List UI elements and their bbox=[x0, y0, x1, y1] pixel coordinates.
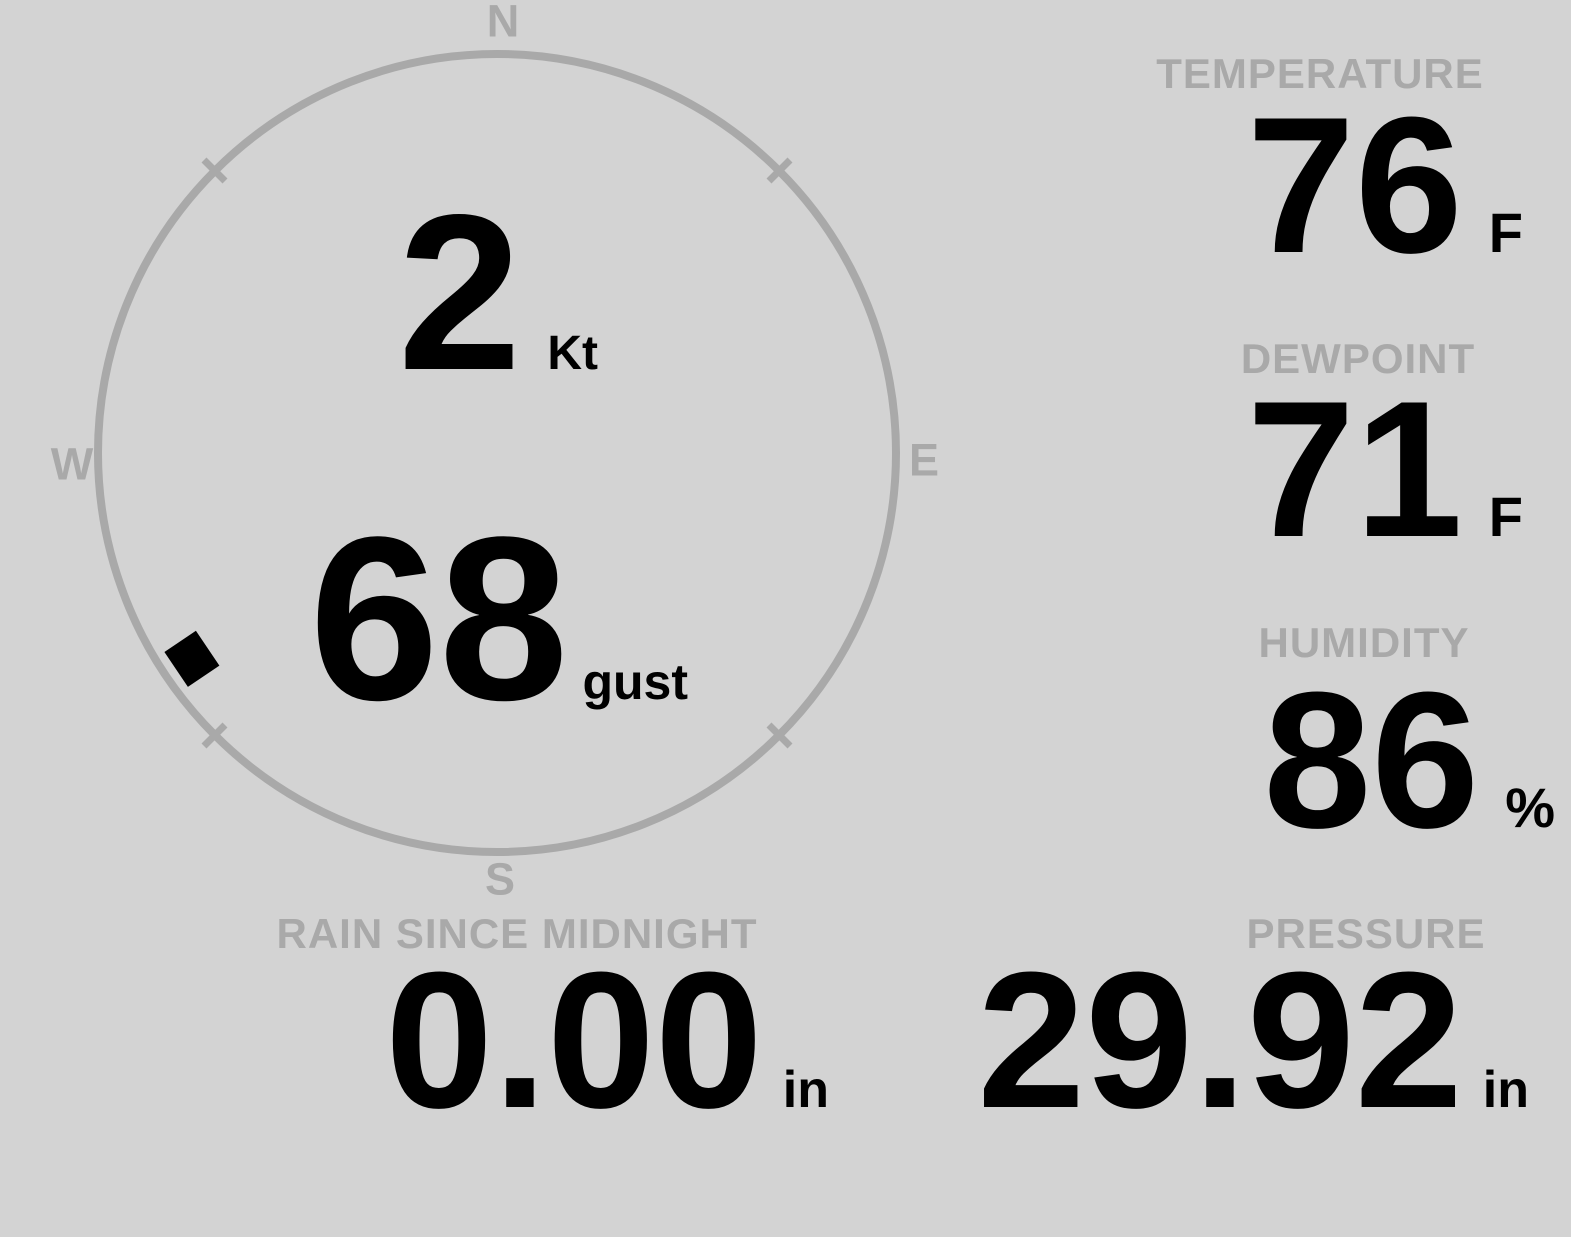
rain-value: 0.00 bbox=[385, 932, 763, 1149]
pressure-unit: in bbox=[1482, 1061, 1529, 1119]
rain-label: RAIN SINCE MIDNIGHT bbox=[276, 910, 758, 957]
wind-gust-row: 68 gust bbox=[309, 503, 688, 736]
dewpoint-label: DEWPOINT bbox=[1240, 335, 1476, 382]
temperature-value-row: 76 F bbox=[1247, 89, 1523, 283]
compass-tick-nw bbox=[201, 157, 228, 184]
cardinal-east: E bbox=[908, 434, 940, 486]
compass-ring bbox=[94, 50, 900, 856]
wind-speed-row: 2 Kt bbox=[398, 182, 598, 404]
rain-value-row: 0.00 in bbox=[385, 944, 829, 1138]
wind-speed-value: 2 bbox=[397, 169, 522, 417]
compass-tick-se bbox=[766, 722, 793, 749]
wind-gust-value: 68 bbox=[309, 489, 569, 749]
pressure-value-row: 29.92 in bbox=[977, 944, 1529, 1138]
compass-tick-sw bbox=[201, 722, 228, 749]
compass-tick-ne bbox=[766, 157, 793, 184]
wind-gust-unit: gust bbox=[582, 654, 688, 710]
temperature-value: 76 bbox=[1246, 77, 1463, 294]
dewpoint-value: 71 bbox=[1246, 361, 1463, 578]
temperature-label: TEMPERATURE bbox=[1156, 50, 1484, 97]
wind-direction-marker bbox=[164, 630, 220, 687]
pressure-value: 29.92 bbox=[977, 932, 1463, 1149]
dewpoint-unit: F bbox=[1488, 485, 1523, 548]
humidity-label: HUMIDITY bbox=[1258, 619, 1470, 666]
humidity-value-row: 86 % bbox=[1263, 664, 1555, 858]
wind-speed-unit: Kt bbox=[547, 327, 598, 380]
temperature-unit: F bbox=[1488, 201, 1523, 264]
cardinal-south: S bbox=[484, 853, 516, 905]
cardinal-north: N bbox=[486, 0, 520, 47]
humidity-unit: % bbox=[1505, 776, 1555, 839]
pressure-label: PRESSURE bbox=[1246, 910, 1486, 957]
cardinal-west: W bbox=[50, 438, 94, 490]
dewpoint-value-row: 71 F bbox=[1247, 373, 1523, 567]
humidity-value: 86 bbox=[1263, 652, 1480, 869]
rain-unit: in bbox=[782, 1061, 829, 1119]
